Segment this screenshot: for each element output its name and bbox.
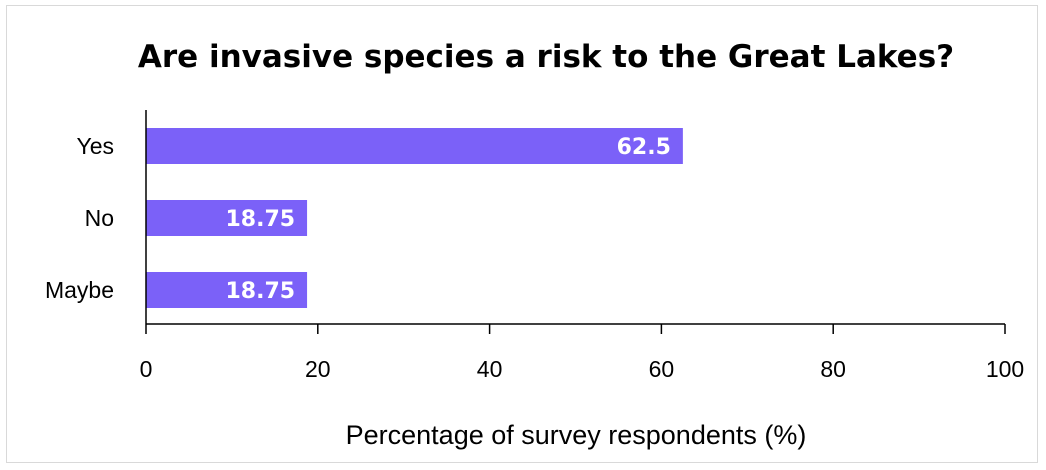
x-tick-label-20: 20	[305, 356, 331, 382]
x-tick-label-40: 40	[477, 356, 503, 382]
x-tick-label-0: 0	[140, 356, 153, 382]
category-label-maybe: Maybe	[45, 277, 114, 303]
x-tick-label-60: 60	[649, 356, 675, 382]
category-label-yes: Yes	[76, 133, 114, 159]
chart-title: Are invasive species a risk to the Great…	[138, 39, 954, 75]
axes-group: 0 20 40 60 80 100	[140, 110, 1024, 382]
category-label-no: No	[85, 205, 114, 231]
data-label-maybe: 18.75	[225, 279, 295, 304]
bar-maybe	[146, 272, 308, 308]
data-label-no: 18.75	[225, 207, 295, 232]
x-axis-label: Percentage of survey respondents (%)	[346, 420, 807, 450]
bars-group: Yes 62.5 No 18.75 Maybe 18.75	[45, 128, 683, 308]
x-tick-label-100: 100	[986, 356, 1024, 382]
data-label-yes: 62.5	[617, 135, 671, 160]
x-tick-label-80: 80	[820, 356, 846, 382]
bar-no	[146, 200, 308, 236]
bar-yes	[146, 128, 683, 164]
